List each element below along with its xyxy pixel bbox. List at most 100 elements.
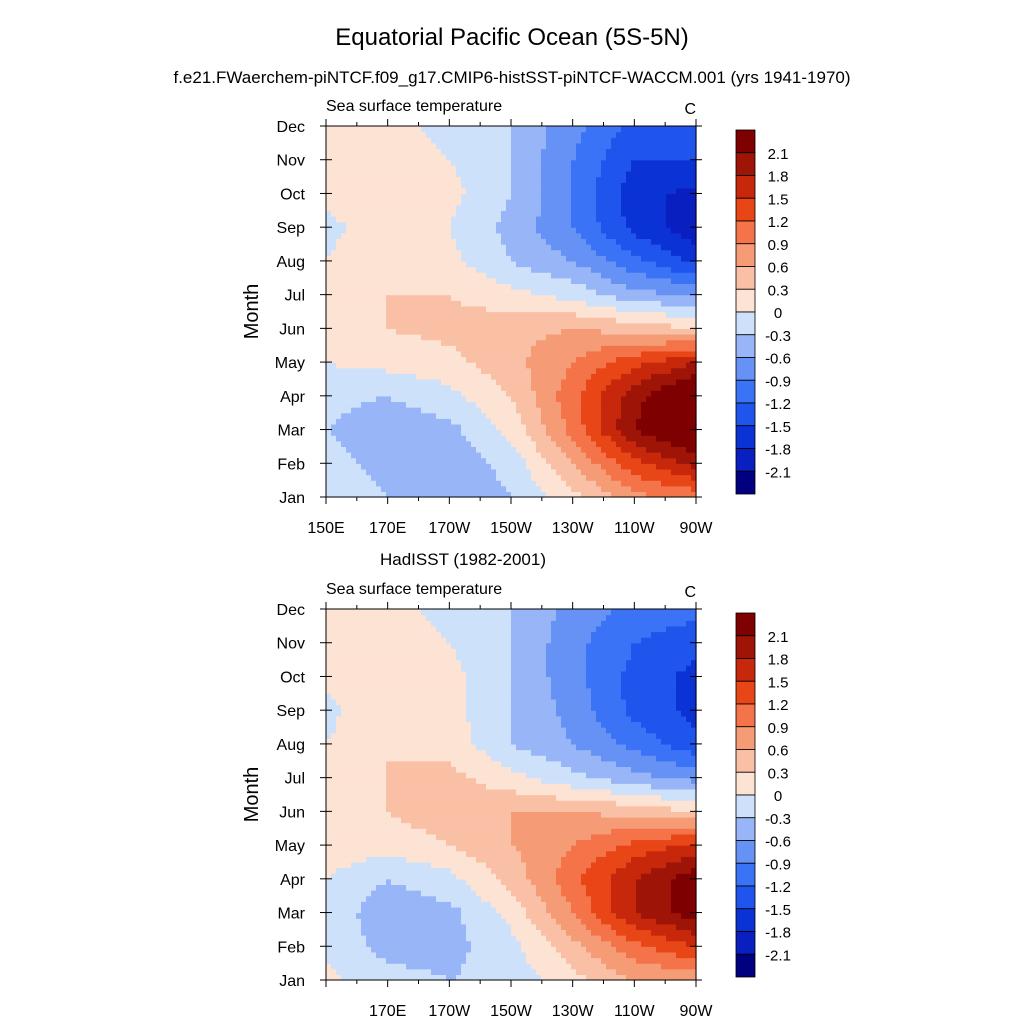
field-cell — [381, 435, 387, 442]
field-cell — [326, 322, 332, 329]
field-cell — [466, 317, 472, 324]
field-cell — [371, 356, 377, 363]
field-cell — [611, 199, 617, 206]
field-cell — [441, 193, 447, 200]
field-cell — [346, 311, 352, 318]
field-cell — [506, 170, 512, 178]
field-cell — [626, 221, 632, 228]
field-cell — [606, 137, 612, 144]
field-cell — [381, 452, 387, 459]
field-cell — [506, 283, 512, 290]
field-cell — [371, 294, 377, 301]
field-cell — [531, 463, 537, 470]
field-cell — [386, 395, 392, 403]
field-cell — [401, 165, 407, 172]
field-cell — [491, 272, 497, 279]
field-cell — [376, 277, 382, 284]
field-cell — [401, 429, 407, 436]
field-cell — [546, 154, 552, 161]
field-cell — [401, 142, 407, 150]
field-cell — [431, 170, 437, 178]
field-cell — [651, 238, 657, 245]
field-cell — [496, 350, 502, 358]
field-cell — [421, 390, 427, 397]
field-cell — [476, 199, 482, 206]
field-cell — [431, 255, 437, 262]
field-cell — [551, 283, 557, 290]
field-cell — [391, 187, 397, 195]
colorbar-swatch — [735, 425, 756, 449]
field-cell — [341, 378, 347, 386]
field-cell — [656, 463, 662, 470]
field-cell — [481, 390, 487, 397]
field-cell — [466, 418, 472, 425]
field-cell — [326, 457, 332, 464]
field-cell — [546, 350, 552, 358]
field-cell — [536, 311, 542, 318]
field-cell — [536, 333, 542, 341]
field-cell — [516, 333, 522, 341]
field-cell — [631, 474, 637, 481]
field-cell — [551, 322, 557, 329]
field-cell — [656, 137, 662, 144]
y-tick-label: Jun — [279, 321, 305, 338]
field-cell — [331, 249, 337, 256]
field-cell — [686, 452, 692, 459]
field-cell — [586, 289, 592, 296]
field-cell — [591, 468, 597, 476]
field-cell — [366, 384, 372, 391]
field-cell — [546, 142, 552, 150]
field-cell — [556, 176, 562, 183]
field-cell — [601, 249, 607, 256]
field-cell — [421, 401, 427, 408]
field-cell — [591, 126, 597, 133]
field-cell — [421, 266, 427, 273]
field-cell — [326, 435, 332, 442]
field-cell — [486, 137, 492, 144]
field-cell — [476, 227, 482, 234]
field-cell — [361, 187, 367, 195]
field-cell — [501, 395, 507, 403]
field-cell — [476, 373, 482, 380]
field-cell — [676, 277, 682, 284]
field-cell — [501, 328, 507, 335]
field-cell — [456, 193, 462, 200]
field-cell — [391, 457, 397, 464]
field-cell — [331, 412, 337, 419]
field-cell — [361, 350, 367, 358]
field-cell — [631, 221, 637, 228]
field-cell — [676, 457, 682, 464]
field-cell — [556, 249, 562, 256]
field-cell — [511, 446, 517, 453]
field-cell — [436, 249, 442, 256]
field-cell — [536, 170, 542, 178]
field-cell — [561, 148, 567, 155]
field-cell — [331, 187, 337, 195]
field-cell — [641, 463, 647, 470]
field-cell — [646, 412, 652, 419]
field-cell — [496, 170, 502, 178]
field-cell — [681, 401, 687, 408]
field-cell — [561, 423, 567, 431]
field-cell — [566, 378, 572, 386]
field-cell — [591, 232, 597, 240]
field-cell — [656, 412, 662, 419]
field-cell — [691, 204, 697, 211]
field-cell — [631, 305, 637, 313]
field-cell — [446, 378, 452, 386]
field-cell — [481, 289, 487, 296]
field-cell — [616, 322, 622, 329]
field-cell — [606, 272, 612, 279]
field-cell — [646, 362, 652, 369]
field-cell — [666, 210, 672, 217]
field-cell — [591, 384, 597, 391]
field-cell — [591, 423, 597, 431]
field-cell — [621, 311, 627, 318]
field-cell — [521, 131, 527, 138]
field-cell — [676, 176, 682, 183]
field-cell — [381, 401, 387, 408]
field-cell — [516, 283, 522, 290]
field-cell — [656, 339, 662, 346]
field-cell — [631, 294, 637, 301]
field-cell — [341, 137, 347, 144]
